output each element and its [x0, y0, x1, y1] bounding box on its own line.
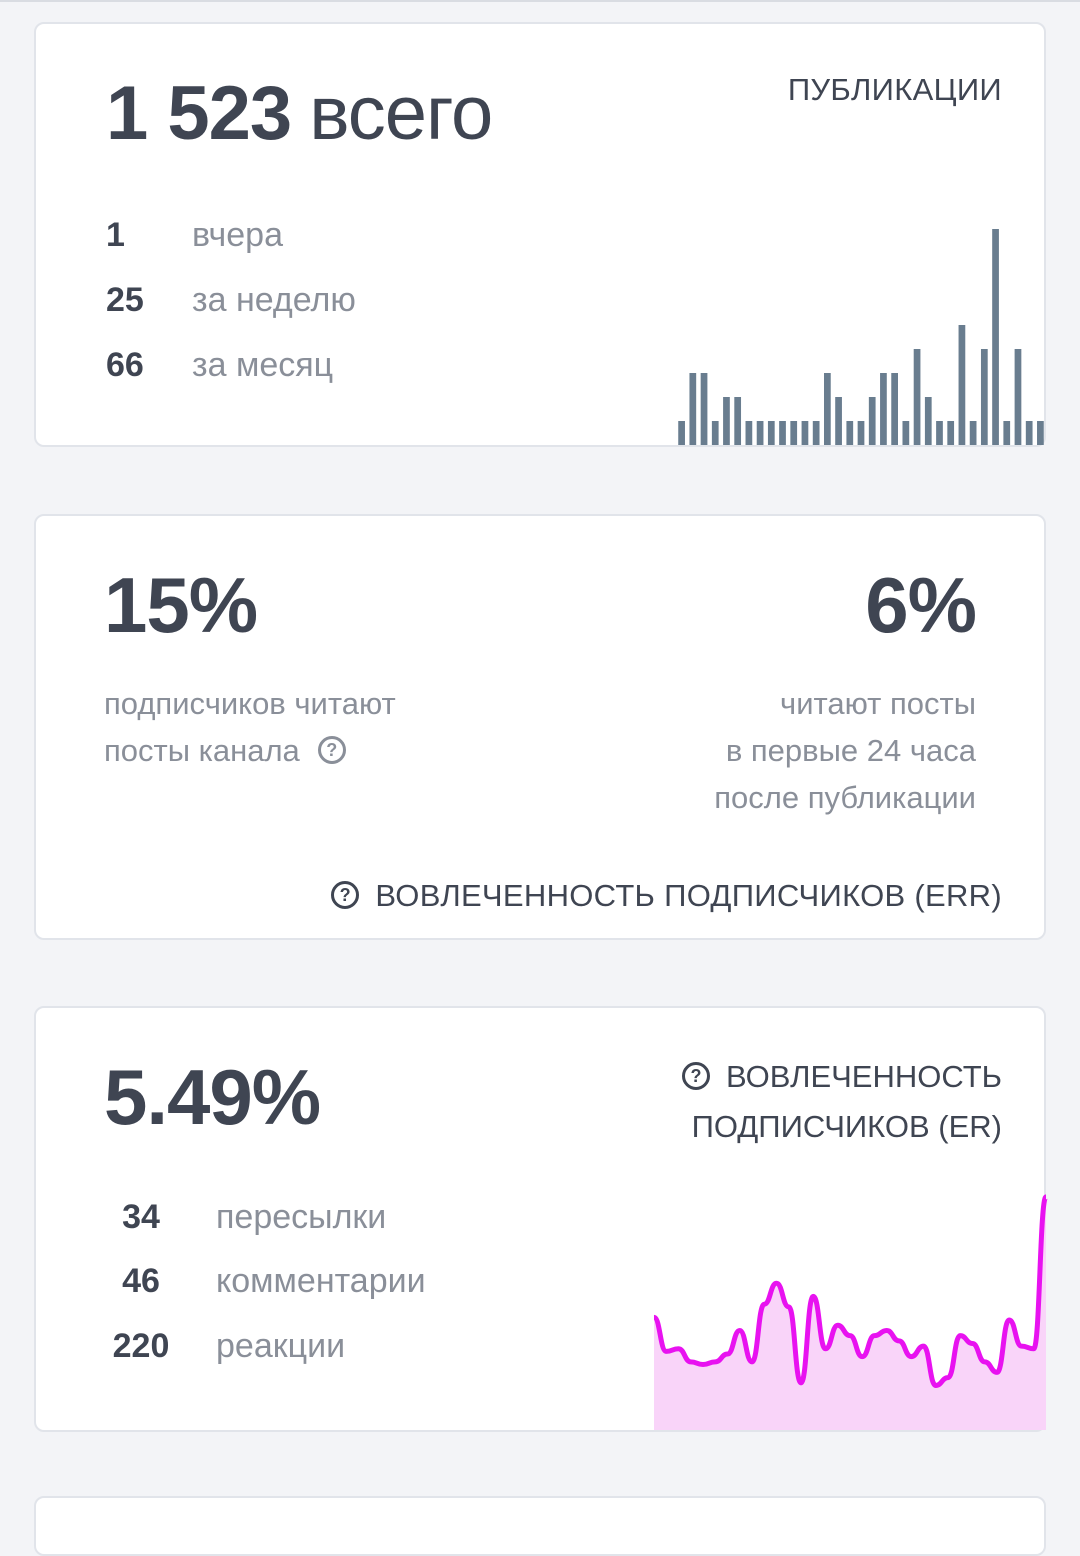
stat-value: 46 — [122, 1262, 160, 1300]
publication-bar — [891, 373, 898, 445]
er-value: 5.49% — [104, 1053, 321, 1141]
stat-label: комментарии — [216, 1262, 426, 1300]
publication-bar — [969, 421, 977, 445]
publication-bar — [801, 421, 809, 445]
er-area-fill — [654, 1196, 1046, 1430]
publication-bar — [756, 421, 764, 445]
stat-label: вчера — [192, 216, 283, 254]
publication-bar — [1014, 349, 1022, 445]
readers-24h-line: в первые 24 часа — [725, 733, 976, 768]
er-area-chart — [652, 1194, 1048, 1430]
publication-bar — [902, 421, 910, 445]
publication-bar — [936, 421, 943, 445]
stat-label: реакции — [216, 1327, 346, 1365]
publication-bar — [846, 421, 854, 445]
publication-bar — [835, 397, 842, 445]
stat-label: пересылки — [216, 1198, 387, 1236]
er-label-line: ВОВЛЕЧЕННОСТЬ — [726, 1059, 1002, 1094]
publication-bar — [767, 421, 775, 445]
publication-bar — [824, 373, 831, 445]
stat-label: за месяц — [192, 346, 334, 384]
stat-value: 1 — [106, 216, 125, 254]
er-label: ? ВОВЛЕЧЕННОСТЬ ПОДПИСЧИКОВ (ER) — [682, 1052, 1002, 1152]
publications-bar-chart — [678, 229, 1044, 445]
publication-bar — [992, 229, 999, 445]
question-circle-icon[interactable]: ? — [331, 880, 360, 909]
readers-description: подписчиков читают посты канала? — [104, 680, 396, 774]
err-card: 15% 6% подписчиков читают посты канала ? … — [34, 514, 1046, 940]
publication-bar — [1025, 421, 1033, 445]
publication-bar — [857, 421, 865, 445]
publication-bar — [779, 421, 786, 445]
publication-bar — [924, 397, 932, 445]
stat-value: 34 — [122, 1198, 160, 1236]
publication-bar — [1003, 421, 1011, 445]
publication-bar — [913, 349, 921, 445]
readers-24h-line: после публикации — [714, 780, 976, 815]
publication-bar — [1037, 421, 1044, 445]
publication-bar — [745, 421, 753, 445]
publication-bar — [947, 421, 955, 445]
publication-bar — [868, 397, 876, 445]
er-series-line — [652, 1194, 1048, 1388]
top-divider — [0, 0, 1080, 2]
err-label-text: ВОВЛЕЧЕННОСТЬ ПОДПИСЧИКОВ (ERR) — [375, 878, 1002, 913]
publication-bar — [880, 373, 887, 445]
publication-bar — [678, 421, 685, 445]
publication-bar — [711, 421, 719, 445]
stat-value: 220 — [112, 1327, 170, 1365]
readers-description-line: посты канала — [104, 733, 300, 768]
publication-bar — [734, 397, 742, 445]
readers-24h-line: читают посты — [780, 686, 976, 721]
publications-total: 1 523 всего — [106, 70, 493, 157]
question-circle-icon[interactable]: ? — [317, 735, 346, 764]
readers-description-line: подписчиков читают — [104, 686, 396, 721]
publication-bar — [790, 421, 798, 445]
stat-value: 25 — [106, 281, 144, 319]
question-circle-icon[interactable]: ? — [682, 1061, 711, 1090]
publications-total-value: 1 523 — [106, 71, 292, 156]
next-card — [34, 1496, 1046, 1556]
publication-bar — [689, 373, 697, 445]
stat-label: за неделю — [192, 281, 356, 319]
readers-24h-percent: 6% — [865, 561, 977, 649]
publication-bar — [980, 349, 988, 445]
publication-bar — [723, 397, 730, 445]
err-label: ? ВОВЛЕЧЕННОСТЬ ПОДПИСЧИКОВ (ERR) — [331, 878, 1002, 914]
publication-bar — [700, 373, 708, 445]
readers-24h-description: читают посты в первые 24 часа после публ… — [714, 680, 976, 821]
er-card: 5.49% ? ВОВЛЕЧЕННОСТЬ ПОДПИСЧИКОВ (ER) 34… — [34, 1006, 1048, 1432]
er-label-line: ПОДПИСЧИКОВ (ER) — [691, 1109, 1002, 1144]
readers-percent: 15% — [104, 561, 258, 649]
publication-bar — [812, 421, 820, 445]
publication-bar — [958, 325, 966, 445]
stat-value: 66 — [106, 346, 144, 384]
publications-total-word: всего — [309, 71, 493, 156]
publications-label: ПУБЛИКАЦИИ — [787, 72, 1002, 107]
publications-card: 1 523 всего ПУБЛИКАЦИИ 1 вчера 25 за неде… — [34, 22, 1046, 447]
